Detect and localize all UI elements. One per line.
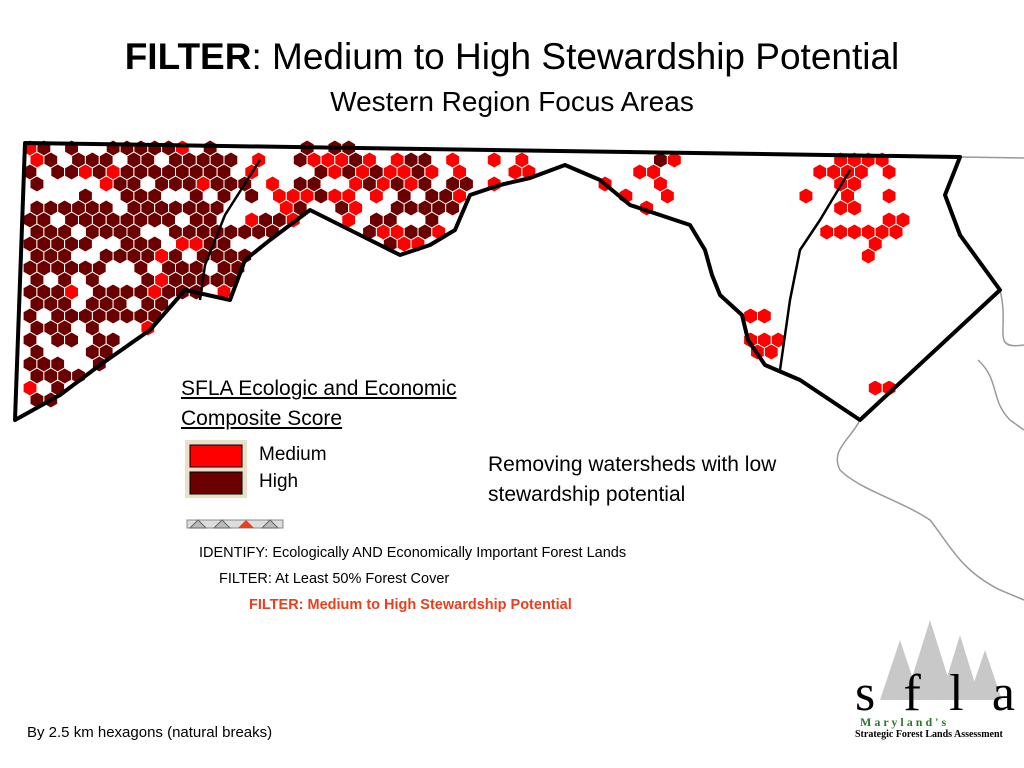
neighbor-borders	[836, 156, 1024, 601]
hexagon	[313, 187, 329, 205]
hexagon	[98, 223, 114, 241]
hexagon	[812, 163, 828, 181]
legend-swatch	[189, 471, 243, 495]
step: FILTER: At Least 50% Forest Cover	[219, 571, 450, 587]
hexagon	[743, 307, 758, 325]
title-bold: FILTER	[124, 36, 252, 77]
logo-trees	[880, 620, 1002, 700]
hexagon	[833, 223, 848, 241]
hexagon	[396, 235, 412, 253]
legend-swatch	[189, 444, 243, 468]
hexagon	[881, 187, 897, 205]
logo-name: Strategic Forest Lands Assessment	[855, 729, 1004, 740]
hexagon	[847, 199, 862, 217]
hexagon	[507, 163, 523, 181]
hexagon	[29, 175, 45, 193]
hexagon	[98, 175, 114, 193]
hexagon	[445, 199, 460, 217]
legend-title-line: Composite Score	[181, 407, 343, 430]
hexagon	[237, 223, 253, 241]
hexagon	[244, 187, 260, 205]
hexagon	[168, 175, 183, 193]
hexagon	[119, 307, 135, 325]
logo-letters: s f l a	[855, 665, 1015, 722]
hexagon	[632, 163, 648, 181]
hexagon	[327, 163, 343, 181]
hexagon	[819, 223, 835, 241]
hexagon	[757, 307, 772, 325]
title-rest: : Medium to High Stewardship Potential	[251, 36, 900, 77]
hexagon	[660, 187, 675, 205]
hexagon	[881, 163, 897, 181]
hexagon	[867, 379, 883, 397]
legend-title-line: SFLA Ecologic and Economic	[181, 377, 457, 400]
hexagon	[78, 163, 93, 181]
subtitle: Western Region Focus Areas	[330, 86, 694, 117]
footer: By 2.5 km hexagons (natural breaks)	[27, 724, 273, 741]
hexagon	[833, 199, 848, 217]
hexagon	[403, 199, 419, 217]
progress-arrows	[186, 519, 284, 529]
hexagon	[369, 187, 384, 205]
note: Removing watersheds with low stewardship…	[488, 453, 777, 506]
hexagon-layer	[22, 139, 911, 409]
hexagon	[847, 223, 862, 241]
hexagon	[798, 187, 814, 205]
hexagon	[666, 151, 682, 169]
hexagon	[50, 331, 66, 349]
logo-state: M a r y l a n d ' s	[860, 715, 946, 729]
hexagon	[147, 211, 163, 229]
hexagon	[64, 331, 79, 349]
hexagon	[763, 343, 779, 361]
hexagon	[78, 235, 93, 253]
hexagon	[105, 307, 121, 325]
hexagon	[251, 223, 267, 241]
step: IDENTIFY: Ecologically AND Economically …	[199, 545, 627, 561]
region-outline	[13, 141, 1002, 422]
title: FILTER: Medium to High Stewardship Poten…	[0, 36, 1024, 78]
step-current: FILTER: Medium to High Stewardship Poten…	[249, 597, 572, 613]
hexagon	[888, 223, 904, 241]
legend-label: Medium	[259, 444, 327, 465]
hexagon	[112, 247, 128, 265]
hexagon	[64, 163, 79, 181]
hexagon	[860, 247, 876, 265]
legend-label: High	[259, 471, 299, 492]
hexagon	[486, 151, 502, 169]
hexagon	[50, 163, 66, 181]
hexagon	[292, 151, 308, 169]
legend-title: SFLA Ecologic and Economic Composite Scor…	[181, 374, 456, 434]
